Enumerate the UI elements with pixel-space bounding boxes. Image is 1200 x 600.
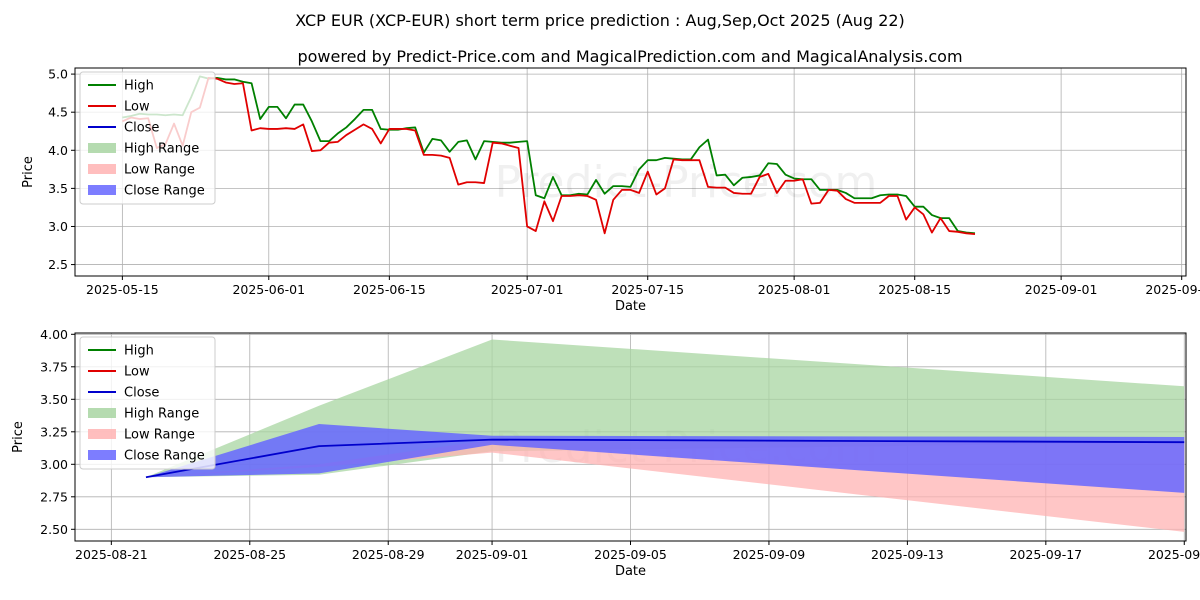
legend-label: Low Range xyxy=(124,428,195,443)
legend-swatch-close-range xyxy=(88,450,116,460)
y-tick-label: 3.50 xyxy=(40,392,68,407)
y-tick-label: 3.00 xyxy=(40,457,68,472)
legend: High Low Close High Range Low Range Close Ran… xyxy=(79,336,216,470)
y-tick-label: 5.0 xyxy=(48,67,68,82)
grid xyxy=(75,68,1186,276)
legend-label: Close xyxy=(124,386,159,401)
x-tick-label: 2025-08-15 xyxy=(878,282,951,297)
x-tick-label: 2025-09-05 xyxy=(594,547,667,562)
legend-swatch-high-range xyxy=(88,408,116,418)
legend-label: High xyxy=(124,79,154,94)
y-tick-label: 3.75 xyxy=(40,359,68,374)
y-tick-label: 4.5 xyxy=(48,105,68,120)
y-axis-label: Price xyxy=(21,156,36,188)
legend-swatch-high-range xyxy=(88,143,116,153)
legend: High Low Close High Range Low Range Close Ran… xyxy=(79,71,216,205)
x-tick-label: 2025-08-25 xyxy=(213,547,286,562)
x-tick-label: 2025-07-01 xyxy=(491,282,564,297)
y-tick-label: 3.25 xyxy=(40,424,68,439)
x-tick-label: 2025-08-01 xyxy=(758,282,831,297)
watermark: Predict-Price.com xyxy=(495,157,878,208)
y-tick-label: 2.5 xyxy=(48,257,68,272)
x-tick-label: 2025-09-17 xyxy=(1009,547,1082,562)
x-tick-label: 2025-09-13 xyxy=(871,547,944,562)
x-axis-label: Date xyxy=(615,299,646,314)
legend-label: Close Range xyxy=(124,184,205,199)
chart-subtitle: powered by Predict-Price.com and Magical… xyxy=(297,47,962,66)
legend-swatch-low-range xyxy=(88,164,116,174)
bottom-chart-panel: Predict-Price.com2025-08-212025-08-25202… xyxy=(11,327,1200,579)
y-axis-label: Price xyxy=(11,421,26,453)
x-tick-label: 2025-07-15 xyxy=(611,282,684,297)
y-tick-label: 2.75 xyxy=(40,489,68,504)
plot-area: Predict-Price.com xyxy=(122,75,976,235)
x-tick-label: 2025-09-09 xyxy=(733,547,806,562)
close-line xyxy=(145,438,1185,479)
legend-label: Low xyxy=(124,365,150,380)
legend-label: High xyxy=(124,344,154,359)
x-tick-label: 2025-08-21 xyxy=(75,547,148,562)
legend-label: High Range xyxy=(124,142,199,157)
x-tick-label: 2025-09-01 xyxy=(1025,282,1098,297)
chart-title: XCP EUR (XCP-EUR) short term price predi… xyxy=(295,11,905,30)
x-tick-label: 2025-06-15 xyxy=(353,282,426,297)
y-tick-label: 3.0 xyxy=(48,219,68,234)
legend-label: Low Range xyxy=(124,163,195,178)
axes: 2025-08-21 2025-08-25 2025-08-29 2025-09-01… xyxy=(11,327,1200,579)
x-axis-label: Date xyxy=(615,564,646,579)
y-tick-label: 4.0 xyxy=(48,143,68,158)
axes: 2025-05-15 2025-06-01 2025-06-15 2025-07-01… xyxy=(21,67,1200,314)
legend-swatch-close-range xyxy=(88,185,116,195)
legend-label: Close xyxy=(124,121,159,136)
legend-swatch-low-range xyxy=(88,429,116,439)
legend-label: Low xyxy=(124,100,150,115)
y-tick-label: 4.00 xyxy=(40,327,68,342)
plot-frame xyxy=(74,67,1187,277)
legend-label: High Range xyxy=(124,407,199,422)
x-tick-label: 2025-05-15 xyxy=(86,282,159,297)
legend-label: Close Range xyxy=(124,449,205,464)
y-tick-label: 2.50 xyxy=(40,522,68,537)
x-tick-label: 2025-09-15 xyxy=(1145,282,1200,297)
plot-area: Predict-Price.com xyxy=(145,339,1185,532)
x-tick-label: 2025-06-01 xyxy=(232,282,305,297)
x-tick-label: 2025-08-29 xyxy=(352,547,425,562)
x-tick-label: 2025-09-01 xyxy=(456,547,529,562)
x-tick-label: 2025-09-21 xyxy=(1148,547,1200,562)
y-tick-label: 3.5 xyxy=(48,181,68,196)
low-line xyxy=(122,77,976,235)
